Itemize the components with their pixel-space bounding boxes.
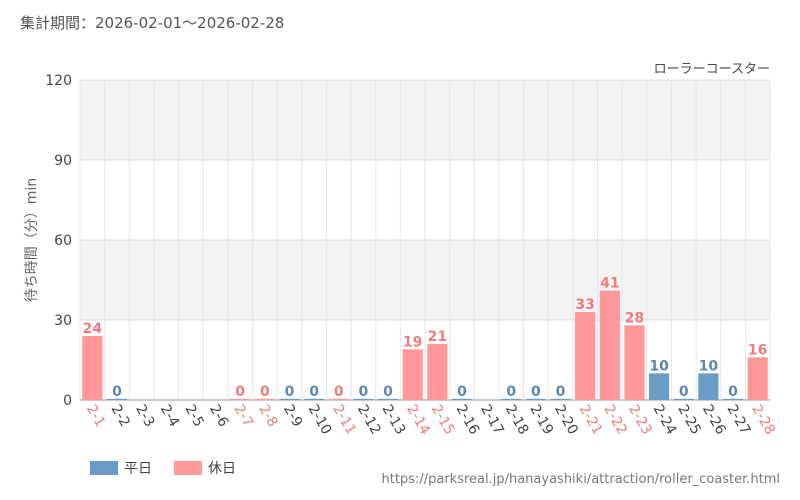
grid-lines (79, 79, 771, 401)
bar (698, 373, 719, 400)
x-tick-label: 2-22 (600, 402, 630, 438)
x-tick-label: 2-27 (724, 402, 754, 438)
x-tick-label: 2-21 (576, 402, 606, 438)
x-tick-labels: 2-1 2-2 2-3 2-4 2-5 2-6 2-7 2-8 2-9 2-102-112-122… (83, 402, 778, 438)
x-tick-label: 2-28 (748, 402, 778, 438)
x-tick-label: 2-5 (181, 402, 206, 430)
x-tick-label: 2-17 (477, 402, 507, 438)
bar (254, 398, 275, 400)
x-tick-label: 2-25 (674, 402, 704, 438)
bar (747, 357, 768, 400)
x-tick-label: 2-15 (428, 402, 458, 438)
legend-item-holiday: 休日 (174, 458, 236, 478)
x-tick-label: 2-4 (157, 402, 182, 430)
bar (279, 398, 300, 400)
value-label: 0 (531, 384, 541, 400)
bar (550, 398, 571, 400)
x-tick-label: 2-18 (502, 402, 532, 438)
x-tick-label: 2-6 (206, 402, 231, 430)
source-url: https://parksreal.jp/hanayashiki/attract… (381, 472, 781, 487)
legend-label-weekday: 平日 (124, 461, 152, 477)
value-label: 0 (506, 384, 516, 400)
bar (106, 398, 128, 400)
x-tick-label: 2-3 (132, 402, 157, 430)
value-label: 10 (649, 358, 669, 374)
value-label: 0 (457, 384, 467, 400)
bar (328, 398, 349, 400)
y-axis-label: 待ち時間（分）min (24, 178, 40, 302)
bar (501, 398, 522, 400)
bar (649, 373, 670, 400)
value-label: 0 (556, 384, 566, 400)
bar (599, 290, 620, 400)
y-tick-labels: 0 30 60 90 120 (45, 73, 72, 409)
value-label: 0 (728, 384, 738, 400)
value-label: 19 (403, 334, 422, 350)
bar (673, 398, 694, 400)
y-tick-label: 90 (54, 153, 72, 169)
legend: 平日 休日 (90, 458, 236, 478)
x-tick-label: 2-14 (403, 402, 433, 438)
bar (427, 344, 448, 400)
bar (624, 325, 645, 400)
period-label: 集計期間：2026-02-01～2026-02-28 (20, 14, 285, 32)
value-label: 0 (383, 384, 393, 400)
x-tick-label: 2-23 (625, 402, 655, 438)
x-tick-label: 2-26 (699, 402, 729, 438)
y-tick-label: 0 (63, 393, 72, 409)
value-label: 28 (625, 310, 644, 326)
value-label: 0 (112, 384, 122, 400)
chart-title: ローラーコースター (654, 62, 770, 77)
bar (82, 336, 103, 400)
x-tick-label: 2-11 (329, 402, 359, 438)
legend-swatch-holiday (174, 461, 202, 475)
x-tick-label: 2-1 (83, 402, 108, 430)
y-tick-label: 60 (54, 233, 72, 249)
value-label: 21 (428, 329, 447, 345)
value-label: 10 (699, 358, 719, 374)
value-label: 0 (359, 384, 369, 400)
x-tick-label: 2-19 (526, 402, 556, 438)
x-tick-label: 2-2 (108, 402, 133, 430)
legend-swatch-weekday (90, 461, 118, 475)
x-tick-label: 2-13 (379, 402, 409, 438)
value-label: 0 (235, 384, 245, 400)
y-tick-label: 30 (54, 313, 72, 329)
x-tick-label: 2-7 (231, 402, 256, 430)
value-label: 0 (309, 384, 319, 400)
x-tick-label: 2-16 (453, 402, 483, 438)
bar (525, 398, 546, 400)
bars (82, 290, 768, 400)
bar (230, 398, 251, 400)
bar (377, 398, 399, 400)
bar (451, 398, 473, 400)
bar (402, 349, 423, 400)
x-tick-label: 2-10 (305, 402, 335, 438)
value-label: 0 (334, 384, 344, 400)
bar (722, 398, 744, 400)
value-label: 41 (600, 276, 619, 292)
bar (304, 398, 325, 400)
x-tick-label: 2-20 (551, 402, 581, 438)
y-tick-label: 120 (45, 73, 72, 89)
x-tick-label: 2-12 (354, 402, 384, 438)
value-label: 0 (285, 384, 295, 400)
value-label: 33 (575, 297, 594, 313)
x-tick-label: 2-24 (650, 402, 680, 438)
value-label: 0 (679, 384, 689, 400)
legend-label-holiday: 休日 (208, 461, 236, 477)
x-tick-label: 2-8 (255, 402, 280, 430)
bar (575, 312, 596, 400)
bar (353, 398, 374, 400)
value-label: 24 (83, 321, 103, 337)
value-label: 16 (748, 342, 767, 358)
legend-item-weekday: 平日 (90, 458, 152, 478)
x-tick-label: 2-9 (280, 402, 305, 430)
value-label: 0 (260, 384, 270, 400)
